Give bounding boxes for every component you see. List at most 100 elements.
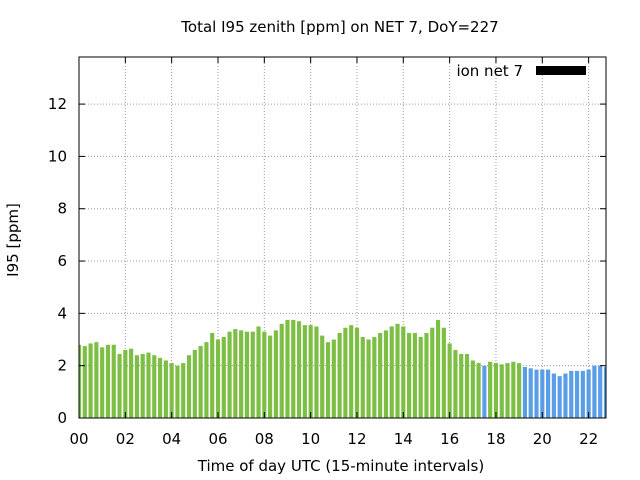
bar <box>268 335 273 418</box>
bar <box>412 332 417 418</box>
y-tick-label: 2 <box>57 357 67 375</box>
bar <box>152 355 157 418</box>
x-tick-label: 18 <box>486 430 505 448</box>
bar <box>169 363 174 418</box>
legend: ion net 7 <box>456 62 586 80</box>
bar <box>540 369 545 418</box>
bar <box>349 325 354 418</box>
bar <box>291 319 296 418</box>
bar <box>210 332 215 418</box>
bar <box>337 332 342 418</box>
bar <box>302 325 307 418</box>
bar <box>262 331 267 418</box>
bar <box>117 353 122 418</box>
y-tick-label: 8 <box>57 200 67 218</box>
x-tick-label: 08 <box>255 430 274 448</box>
y-tick-label: 10 <box>48 147 67 165</box>
bar <box>464 353 470 418</box>
bar <box>186 355 192 418</box>
bar <box>79 344 82 418</box>
bar <box>285 319 290 418</box>
y-tick-label: 0 <box>57 409 67 427</box>
x-tick-label: 06 <box>208 430 227 448</box>
bar <box>470 360 475 418</box>
bar <box>105 344 111 418</box>
bar <box>372 336 377 418</box>
bar <box>603 366 606 418</box>
bar <box>430 327 435 418</box>
bar <box>395 323 400 418</box>
bar <box>227 331 232 418</box>
grid-lines <box>79 57 606 418</box>
bar <box>488 361 493 418</box>
bar <box>563 373 568 418</box>
bar <box>389 326 394 418</box>
bar <box>511 361 516 418</box>
bar <box>557 376 562 418</box>
bar <box>354 327 360 418</box>
bar <box>598 365 603 418</box>
bar <box>320 335 325 418</box>
x-tick-label: 12 <box>347 430 366 448</box>
bar <box>586 369 591 418</box>
bar <box>499 364 504 418</box>
bar <box>435 319 441 418</box>
bar <box>407 332 412 418</box>
bar <box>366 339 371 418</box>
bar <box>163 360 168 418</box>
y-axis-ticks: 0 2 4 6 8 10 12 <box>48 95 606 427</box>
x-tick-label: 04 <box>162 430 181 448</box>
bar <box>314 326 319 418</box>
bar <box>175 365 180 418</box>
bar <box>239 330 244 418</box>
bar <box>493 363 499 418</box>
bar <box>401 326 406 418</box>
y-tick-label: 12 <box>48 95 67 113</box>
bar <box>482 365 487 418</box>
x-axis-ticks: 00 02 04 06 08 10 12 14 16 18 20 22 <box>69 57 598 448</box>
bar <box>88 343 93 418</box>
bars <box>79 319 606 418</box>
bar <box>580 370 585 418</box>
bar <box>528 368 533 418</box>
bar <box>244 331 250 418</box>
bar <box>111 344 116 418</box>
bar <box>325 342 331 418</box>
y-tick-label: 6 <box>57 252 67 270</box>
x-tick-label: 22 <box>579 430 598 448</box>
bar <box>215 339 221 418</box>
bar <box>100 347 105 418</box>
bar <box>192 349 197 418</box>
bar <box>418 336 423 418</box>
bar <box>447 343 452 418</box>
bar <box>360 336 365 418</box>
bar <box>331 339 336 418</box>
bar <box>296 321 302 418</box>
bar <box>551 373 556 418</box>
bar <box>459 353 464 418</box>
bar <box>569 370 574 418</box>
x-tick-label: 02 <box>116 430 135 448</box>
x-tick-label: 10 <box>301 430 320 448</box>
plot-frame <box>78 56 607 419</box>
x-tick-label: 20 <box>533 430 552 448</box>
bar <box>140 353 145 418</box>
bar <box>233 329 238 418</box>
bar <box>343 327 348 418</box>
x-tick-label: 14 <box>394 430 413 448</box>
y-axis-label: I95 [ppm] <box>4 203 22 277</box>
bar <box>221 336 226 418</box>
bar <box>146 352 151 418</box>
chart-title: Total I95 zenith [ppm] on NET 7, DoY=227 <box>180 18 498 36</box>
legend-swatch <box>536 66 586 75</box>
bar <box>441 327 446 418</box>
bar <box>273 330 278 418</box>
y-tick-label: 4 <box>57 304 67 322</box>
bar <box>534 369 539 418</box>
bar <box>129 348 134 418</box>
bar <box>476 363 481 418</box>
bar <box>505 363 510 418</box>
bar <box>94 342 99 418</box>
bar <box>204 342 209 418</box>
